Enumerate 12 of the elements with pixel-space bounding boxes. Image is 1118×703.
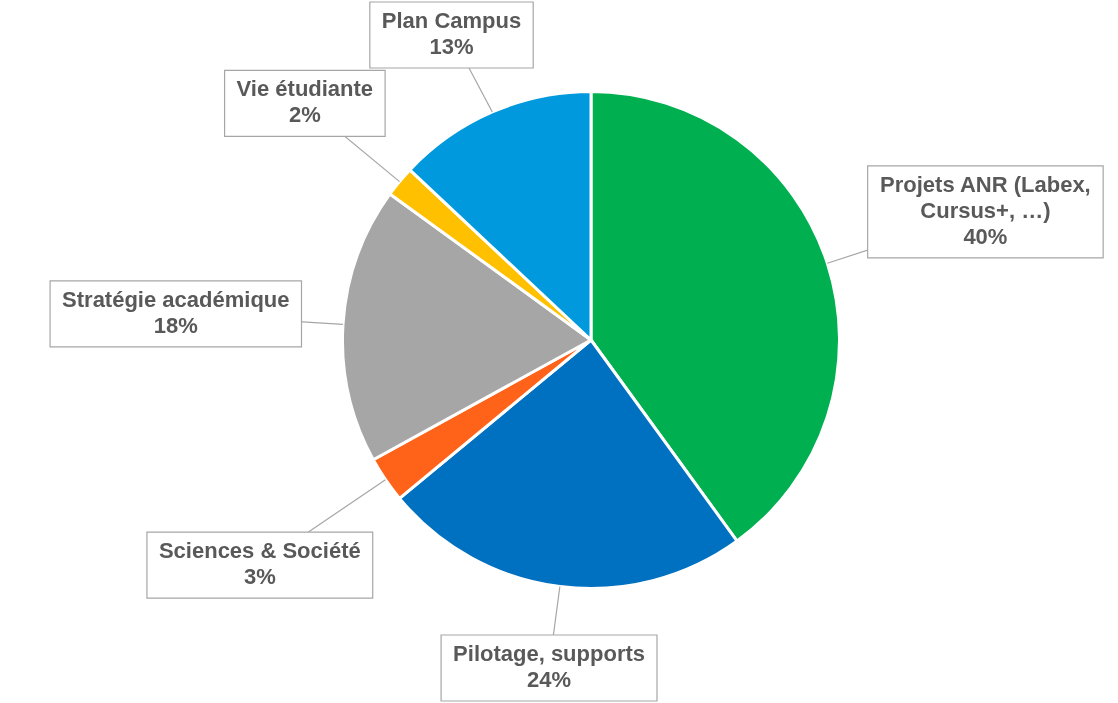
slice-label: Vie étudiante <box>236 76 374 102</box>
data-label: 13% <box>429 34 474 60</box>
data-label: 3% <box>243 564 276 590</box>
slice-label: Projets ANR (Labex, Cursus+, …) <box>880 171 1091 223</box>
slice-label: Pilotage, supports <box>453 641 645 667</box>
data-label: 18% <box>153 312 198 338</box>
data-label: 2% <box>288 102 321 128</box>
slice-label: Sciences & Société <box>158 538 361 564</box>
data-label: 40% <box>963 223 1008 249</box>
data-label: 24% <box>527 667 572 693</box>
slice-label: Plan Campus <box>381 8 522 34</box>
slice-label: Stratégie académique <box>62 286 290 312</box>
